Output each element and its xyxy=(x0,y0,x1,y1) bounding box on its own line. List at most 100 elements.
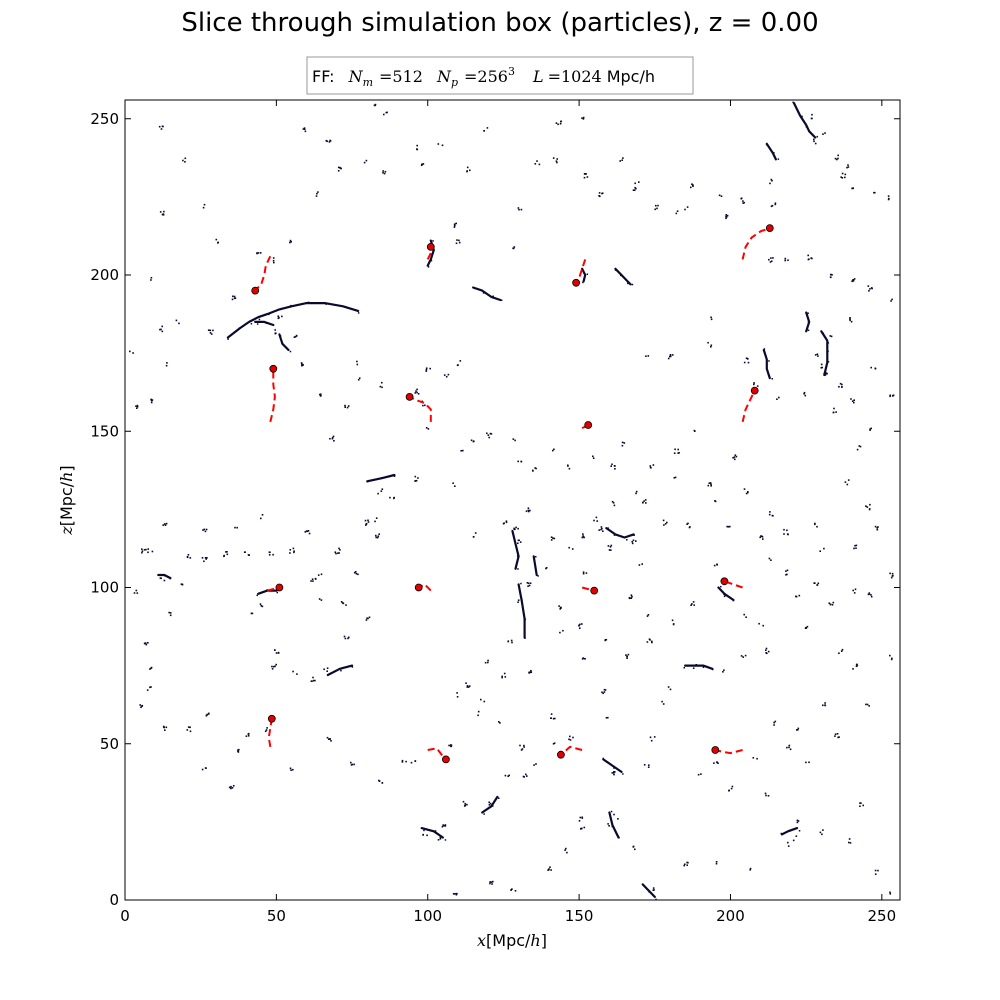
particle-filament xyxy=(420,826,444,839)
particle-point xyxy=(162,524,164,526)
particle-point xyxy=(835,411,837,413)
particle-point xyxy=(393,475,396,477)
particle-point xyxy=(856,664,859,667)
particle-cluster xyxy=(765,647,770,655)
particle-point xyxy=(518,208,520,211)
particle-point xyxy=(814,582,816,584)
legend-prefix: FF: xyxy=(312,67,335,86)
particle-point xyxy=(441,825,444,828)
particle-cluster xyxy=(420,163,425,166)
particle-point xyxy=(687,522,689,525)
particle-cluster xyxy=(550,536,556,541)
particle-cluster xyxy=(552,448,555,452)
particle-point xyxy=(686,523,688,525)
particle-point xyxy=(853,278,856,280)
particle-point xyxy=(163,579,166,582)
particle-point xyxy=(669,355,672,358)
particle-point xyxy=(379,385,382,388)
particle-cluster xyxy=(714,500,717,503)
particle-cluster xyxy=(819,547,825,552)
trajectory-line xyxy=(267,718,273,748)
particle-cluster xyxy=(686,522,691,529)
particle-cluster xyxy=(632,845,636,851)
y-axis-close: ] xyxy=(57,465,76,471)
particle-cluster xyxy=(150,277,153,281)
particle-point xyxy=(604,689,607,691)
particle-cluster xyxy=(853,544,858,550)
particle-point xyxy=(416,391,418,394)
particle-point xyxy=(810,117,813,120)
particle-point xyxy=(482,292,485,294)
particle-point xyxy=(381,477,383,479)
particle-point xyxy=(245,735,248,737)
particle-point xyxy=(651,641,653,644)
particle-point xyxy=(343,306,345,308)
particle-point xyxy=(816,584,819,586)
particle-point xyxy=(422,404,424,407)
particle-cluster xyxy=(758,622,764,627)
particle-point xyxy=(469,169,471,172)
particle-point xyxy=(829,603,832,606)
particle-point xyxy=(655,204,657,207)
particle-point xyxy=(519,541,522,543)
particle-point xyxy=(824,704,827,707)
particle-point xyxy=(338,552,340,554)
particle-point xyxy=(686,864,688,866)
particle-cluster xyxy=(526,582,532,587)
particle-cluster xyxy=(525,507,531,513)
particle-point xyxy=(601,691,603,694)
particle-point xyxy=(150,279,152,281)
particle-point xyxy=(635,187,637,190)
particle-point xyxy=(149,668,151,670)
particle-cluster xyxy=(578,623,583,629)
particle-point xyxy=(805,126,808,128)
particle-cluster xyxy=(483,127,489,132)
particle-point xyxy=(236,526,238,529)
particle-point xyxy=(778,396,780,399)
particle-point xyxy=(638,181,640,183)
particle-point xyxy=(533,764,535,766)
particle-point xyxy=(646,641,649,643)
particle-point xyxy=(319,395,322,397)
particle-point xyxy=(165,522,168,525)
particle-point xyxy=(202,206,205,209)
particle-point xyxy=(425,370,428,372)
particle-cluster xyxy=(272,257,275,264)
particle-point xyxy=(745,616,747,618)
trajectory-endpoint-marker xyxy=(251,286,260,295)
particle-cluster xyxy=(389,496,395,500)
particle-point xyxy=(323,668,325,671)
particle-point xyxy=(467,686,470,688)
particle-cluster xyxy=(364,519,367,526)
particle-point xyxy=(247,733,250,735)
particle-point xyxy=(817,355,819,357)
particle-point xyxy=(231,298,234,301)
particle-point xyxy=(337,552,339,554)
particle-point xyxy=(816,525,818,528)
particle-point xyxy=(529,582,532,584)
particle-point xyxy=(552,743,555,745)
particle-point xyxy=(725,217,727,220)
particle-cluster xyxy=(642,499,647,504)
particle-point xyxy=(889,572,891,575)
particle-point xyxy=(276,591,278,594)
particle-point xyxy=(874,873,877,875)
particle-point xyxy=(382,172,384,174)
particle-point xyxy=(439,836,442,839)
particle-point xyxy=(488,801,490,804)
particle-point xyxy=(517,539,520,542)
particle-cluster xyxy=(607,544,613,551)
particle-point xyxy=(515,526,517,529)
particle-point xyxy=(256,594,258,597)
particle-point xyxy=(565,847,567,850)
particle-point xyxy=(326,667,329,669)
trajectory-line xyxy=(741,390,756,423)
particle-point xyxy=(444,839,447,841)
particle-point xyxy=(667,357,670,360)
particle-point xyxy=(860,802,862,804)
particle-point xyxy=(168,611,170,614)
particle-cluster xyxy=(149,666,153,670)
particle-point xyxy=(710,485,712,487)
particle-point xyxy=(535,763,537,765)
particle-point xyxy=(772,257,774,259)
